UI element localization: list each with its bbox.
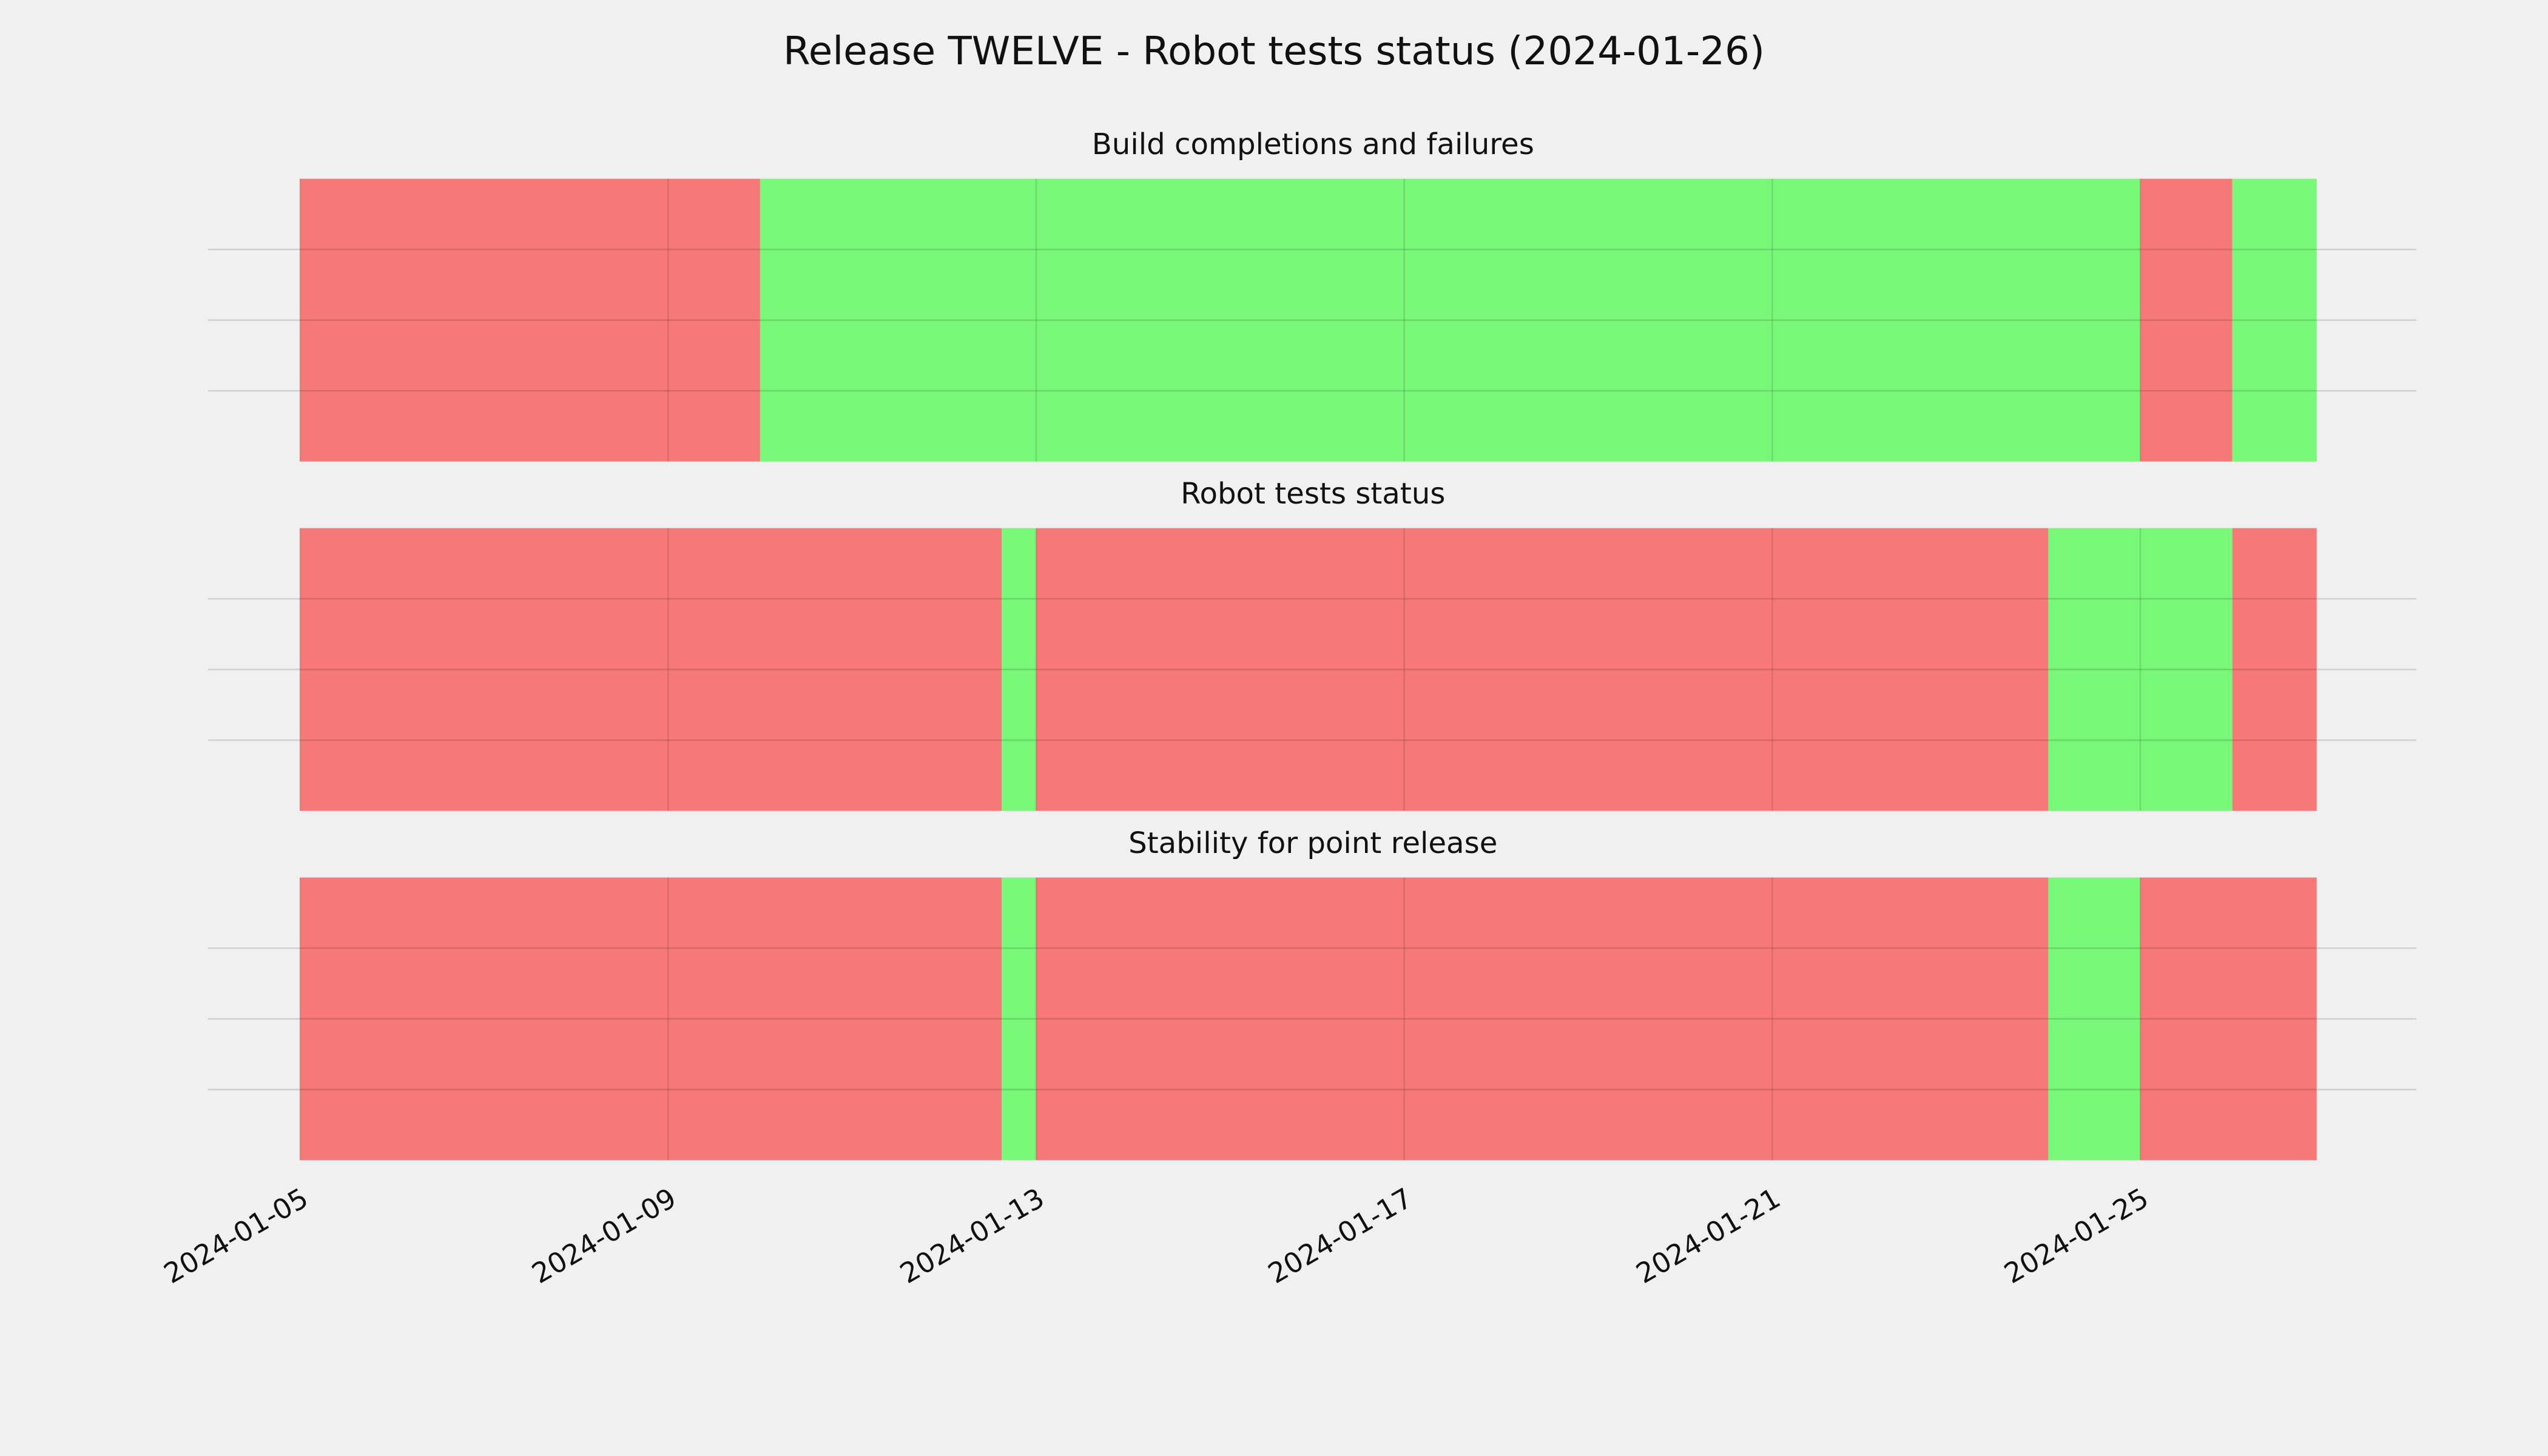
chart-title: Release TWELVE - Robot tests status (202… <box>783 29 1765 74</box>
panel-title: Build completions and failures <box>1092 127 1534 161</box>
status-span <box>2048 877 2141 1161</box>
panel-title: Stability for point release <box>1128 826 1497 860</box>
status-span <box>300 178 760 462</box>
status-span <box>2048 528 2233 811</box>
status-span <box>2140 877 2317 1161</box>
status-span <box>1002 877 1036 1161</box>
status-span <box>1036 528 2049 811</box>
status-span <box>1036 877 2049 1161</box>
status-span <box>1002 528 1036 811</box>
status-span <box>2140 178 2233 462</box>
panel-title: Robot tests status <box>1181 477 1445 511</box>
status-span <box>760 178 2141 462</box>
status-span <box>300 877 1002 1161</box>
status-span <box>2232 178 2317 462</box>
status-span <box>300 528 1002 811</box>
status-span <box>2232 528 2317 811</box>
